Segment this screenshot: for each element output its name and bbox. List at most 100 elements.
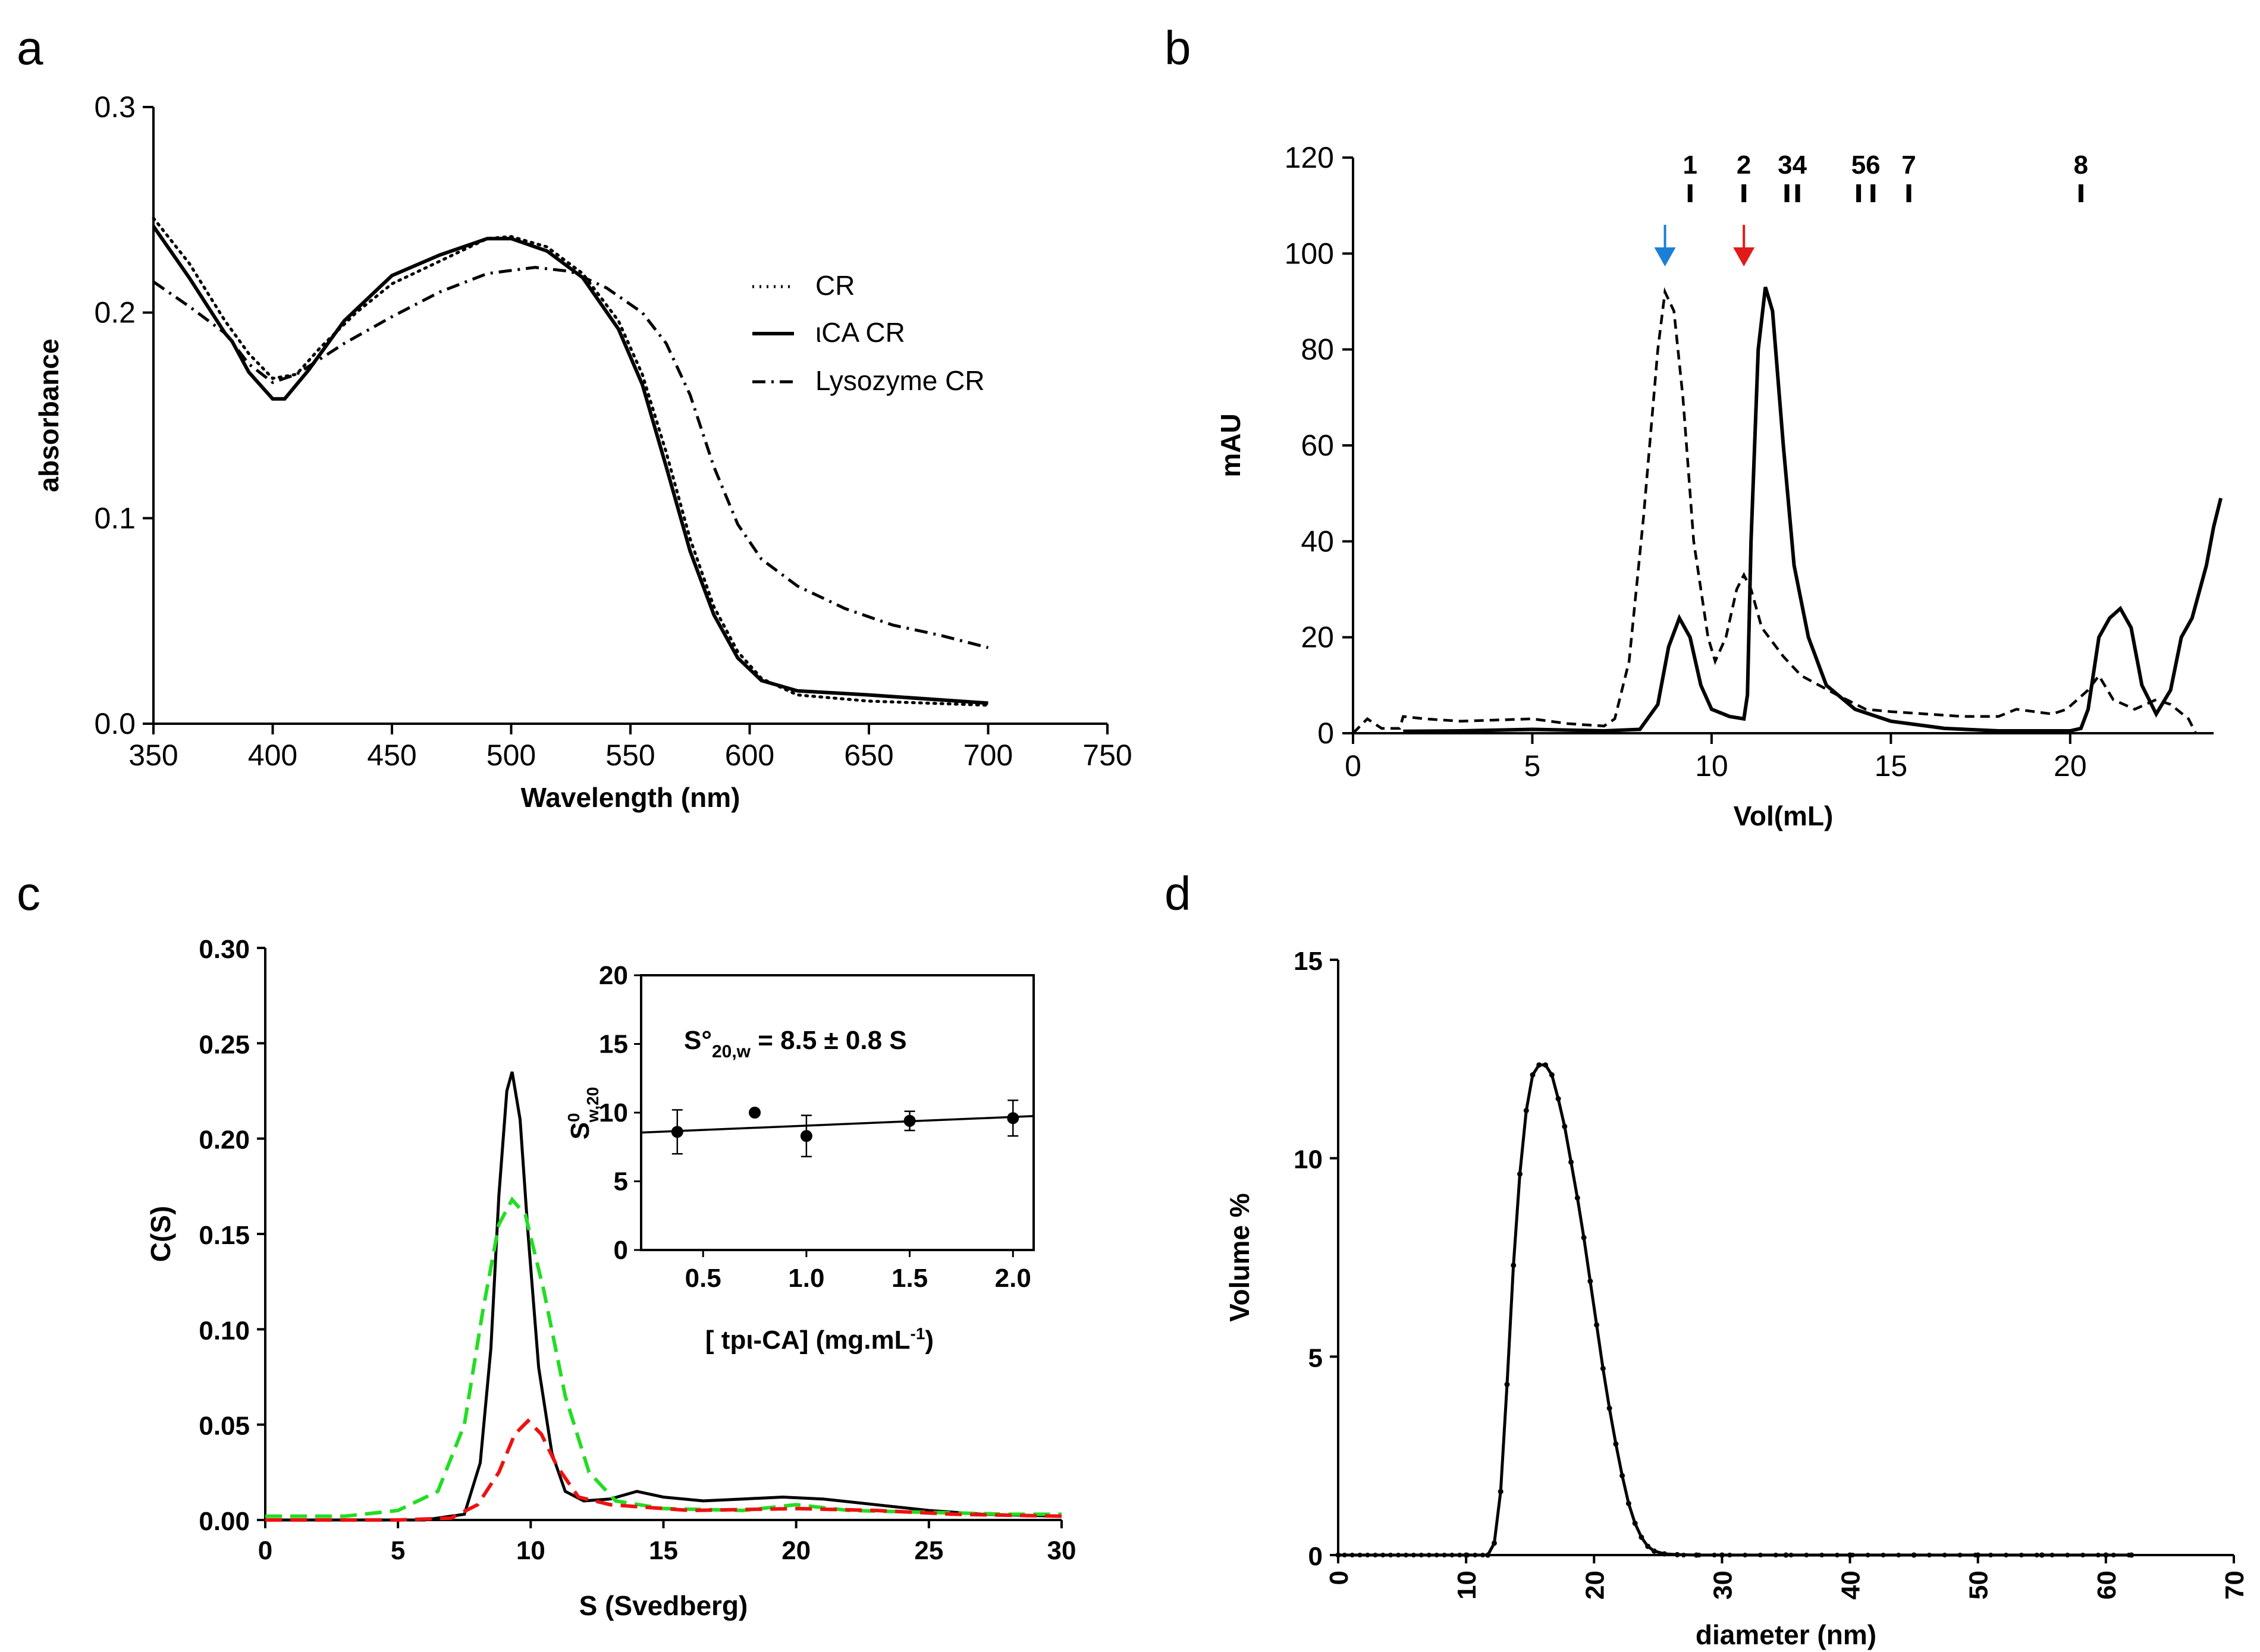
data-point <box>1517 1171 1523 1177</box>
data-point <box>1850 1553 1855 1557</box>
data-point <box>1696 1553 1702 1557</box>
inset-fit-line <box>641 1115 1034 1134</box>
data-point <box>1491 1540 1497 1546</box>
data-point <box>1743 1553 1748 1557</box>
x-tick-label: 600 <box>725 739 774 772</box>
inset-annotation: S°20,w = 8.5 ± 0.8 S <box>684 1026 907 1061</box>
inset-frame <box>640 974 1035 1251</box>
data-point <box>1404 1553 1409 1557</box>
data-point <box>1819 1553 1825 1557</box>
data-point <box>1619 1473 1625 1479</box>
x-tick-label: 30 <box>1708 1571 1737 1600</box>
calibration-label: 56 <box>1851 150 1881 180</box>
data-point <box>1536 1062 1542 1068</box>
data-point <box>2111 1553 2116 1557</box>
x-axis-title: diameter (nm) <box>1696 1619 1876 1650</box>
data-point <box>1562 1123 1568 1129</box>
chart-c-inset: 0.5 1.0 1.5 2.0 0 5 10 15 20 S°20,w = 8.5 ± 0.8 S… <box>564 961 1035 1355</box>
data-point <box>1411 1553 1416 1557</box>
x-tick-label: 650 <box>844 739 893 772</box>
data-point <box>1543 1062 1549 1068</box>
inset-x-tick-label: 0.5 <box>685 1264 721 1293</box>
x-axis-title: S (Svedberg) <box>579 1590 748 1621</box>
x-tick-label: 20 <box>1580 1571 1609 1600</box>
inset-y-title: S0w,20 <box>564 1087 602 1140</box>
data-point <box>2065 1553 2070 1557</box>
y-tick-label: 80 <box>1301 333 1334 366</box>
y-tick-label: 0.00 <box>199 1507 250 1536</box>
data-point <box>2004 1553 2009 1557</box>
chart-c: 0 5 10 15 20 25 30 0.00 0.05 0.10 0.15 0.20 0.25 0.30… <box>145 935 1076 1621</box>
inset-annotation-rest: = 8.5 ± 0.8 S <box>751 1026 907 1055</box>
data-point <box>2095 1553 2101 1557</box>
y-tick-label: 20 <box>1301 621 1334 654</box>
x-tick-label: 550 <box>605 739 655 772</box>
data-point <box>1388 1553 1393 1557</box>
series-line <box>1338 1063 2132 1557</box>
data-point <box>1638 1534 1644 1540</box>
data-point <box>1865 1553 1870 1557</box>
inset-x-title: [ tpι-CA] (mg.mL-1) <box>705 1324 934 1355</box>
y-tick-label: 100 <box>1285 237 1334 270</box>
data-point <box>1645 1543 1651 1549</box>
y-tick-label: 5 <box>1308 1343 1323 1373</box>
data-point <box>1911 1553 1917 1557</box>
inset-x-title-sup: -1 <box>911 1324 925 1343</box>
series-line <box>265 1196 1062 1518</box>
inset-data-point <box>749 1107 761 1119</box>
data-point <box>1926 1553 1932 1557</box>
data-point <box>1600 1365 1606 1371</box>
x-tick-label: 15 <box>649 1536 678 1565</box>
y-axis-title: mAU <box>1215 413 1246 477</box>
data-point <box>1594 1322 1600 1328</box>
x-tick-label: 0 <box>258 1536 272 1565</box>
data-point <box>1342 1553 1347 1557</box>
series-line <box>152 216 990 707</box>
panel-letter-a: a <box>17 21 43 74</box>
data-point <box>1480 1553 1486 1557</box>
y-tick-label: 120 <box>1285 141 1334 174</box>
series-line <box>265 1418 1062 1522</box>
data-point <box>1373 1553 1378 1557</box>
data-point <box>1757 1553 1763 1557</box>
inset-y-tick-label: 10 <box>599 1098 628 1127</box>
x-tick-label: 60 <box>2092 1571 2121 1600</box>
x-axis-title: Vol(mL) <box>1734 800 1834 831</box>
data-point <box>1457 1553 1462 1557</box>
y-axis-title: absorbance <box>33 338 64 492</box>
data-point <box>1804 1553 1809 1557</box>
x-tick-label: 10 <box>1452 1571 1481 1600</box>
inset-annotation-sub: 20,w <box>712 1042 751 1061</box>
x-tick-label: 0 <box>1324 1571 1354 1585</box>
data-point <box>1568 1159 1574 1165</box>
data-point <box>1942 1553 1947 1557</box>
x-tick-label: 0 <box>1345 749 1361 783</box>
calibration-label: 34 <box>1778 150 1807 180</box>
data-point <box>1530 1072 1536 1078</box>
data-point <box>1674 1552 1680 1557</box>
legend-label: CR <box>815 270 855 301</box>
x-tick-label: 5 <box>1524 749 1541 783</box>
x-tick-label: 500 <box>486 739 536 772</box>
data-point <box>1896 1553 1901 1557</box>
data-point <box>1426 1553 1432 1557</box>
inset-annotation-main: S° <box>684 1026 712 1055</box>
x-tick-label: 750 <box>1082 739 1132 772</box>
red-arrow-head <box>1733 247 1755 266</box>
inset-data-point <box>671 1126 683 1138</box>
data-point <box>1465 1553 1470 1557</box>
data-point <box>1485 1552 1491 1558</box>
inset-y-title-sub: w,20 <box>583 1087 602 1123</box>
chart-d: 0 10 20 30 40 50 60 70 0 5 10 15 diameter (nm) Volume… <box>1224 947 2249 1650</box>
x-tick-label: 25 <box>914 1536 943 1565</box>
y-tick-label: 0.2 <box>94 296 136 329</box>
data-point <box>1380 1553 1386 1557</box>
series-line <box>152 266 989 649</box>
series-line <box>152 225 988 705</box>
data-point <box>1549 1072 1555 1078</box>
data-point <box>1587 1279 1593 1284</box>
data-point <box>1973 1553 1978 1557</box>
series-line <box>1352 287 2197 734</box>
x-axis-title: Wavelength (nm) <box>521 782 740 813</box>
panel-letter-c: c <box>17 867 40 920</box>
